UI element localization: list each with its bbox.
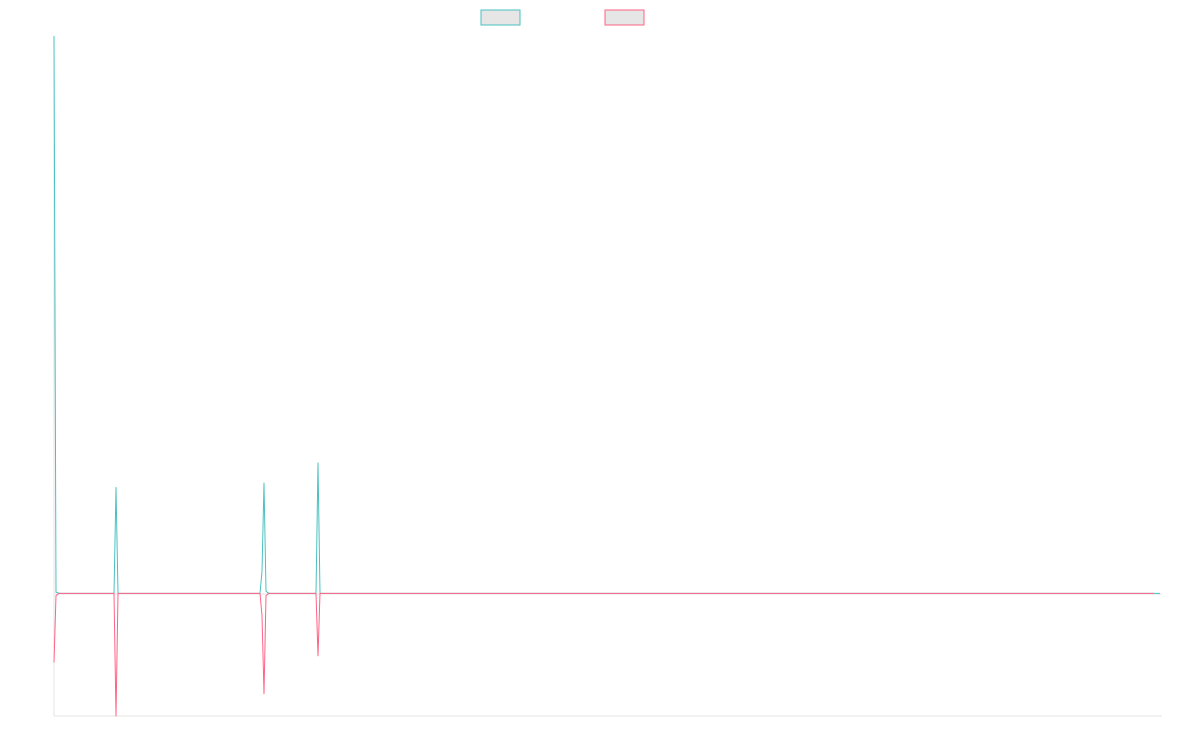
legend [480, 9, 645, 26]
legend-item-series-2[interactable] [604, 9, 645, 26]
series-line-2 [53, 592, 1154, 717]
series-line-1 [53, 35, 1160, 594]
legend-swatch-series-2 [604, 9, 645, 26]
legend-item-series-1[interactable] [480, 9, 521, 26]
plot-area [53, 35, 1162, 717]
legend-swatch-series-1 [480, 9, 521, 26]
series-layer [53, 35, 1160, 717]
